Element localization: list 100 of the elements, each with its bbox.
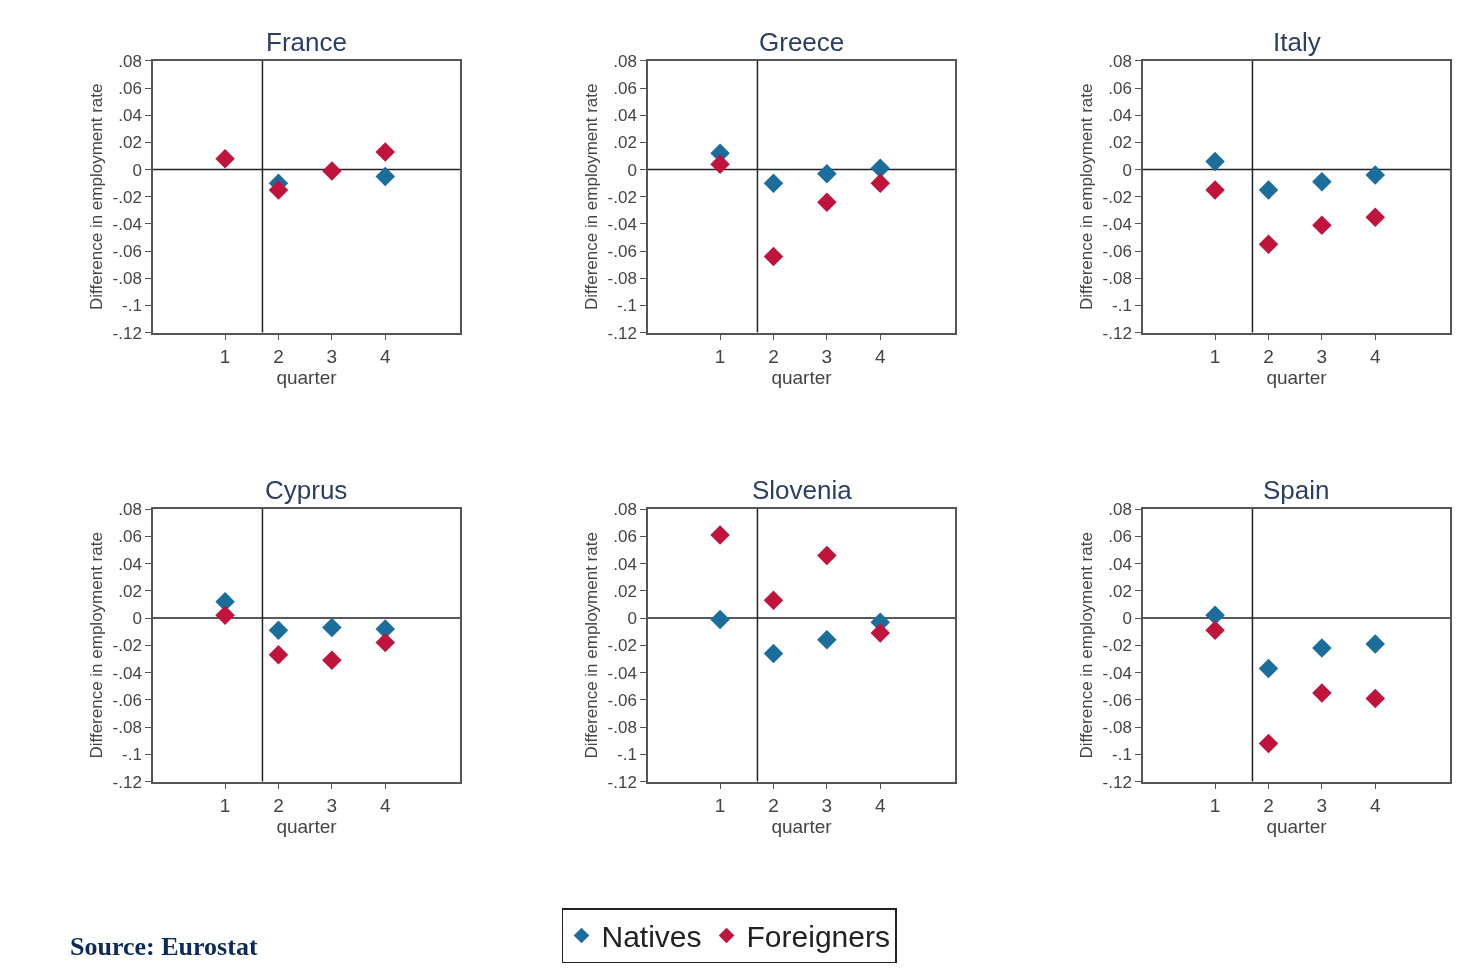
- point: [375, 619, 395, 639]
- point: [1205, 605, 1225, 626]
- chart-title: Slovenia: [752, 475, 853, 505]
- y-tick-label: -.04: [1102, 663, 1132, 683]
- y-tick-label: -.08: [112, 718, 142, 738]
- y-tick-label: .02: [613, 581, 637, 601]
- x-tick-label: 3: [1316, 795, 1328, 817]
- point: [375, 142, 395, 162]
- legend-label: Foreigners: [746, 920, 890, 954]
- x-tick-label: 3: [821, 795, 833, 817]
- y-tick-label: 0: [1122, 609, 1132, 629]
- point: [870, 623, 890, 643]
- y-tick-label: .04: [613, 554, 637, 574]
- point: [870, 158, 890, 178]
- x-axis-title: quarter: [1266, 367, 1328, 389]
- point: [1258, 180, 1279, 200]
- y-tick-label: -.02: [1102, 636, 1132, 656]
- y-tick-label: -.12: [112, 772, 142, 792]
- y-tick-label: -.02: [112, 187, 142, 207]
- y-tick-label: 0: [1122, 160, 1132, 180]
- point: [215, 605, 235, 626]
- point: [375, 166, 395, 187]
- point: [710, 609, 730, 630]
- x-tick-label: 3: [821, 346, 833, 368]
- x-tick-label: 2: [768, 346, 779, 368]
- y-tick-label: -.1: [617, 296, 637, 316]
- source-note: Source: Eurostat: [70, 932, 258, 961]
- y-tick-label: -.1: [1112, 296, 1132, 316]
- y-axis-title: Difference in employment rate: [581, 83, 601, 310]
- y-tick-label: .04: [118, 554, 142, 574]
- y-axis-title: Difference in employment rate: [1076, 83, 1096, 310]
- y-tick-label: -.1: [617, 745, 637, 765]
- y-tick-label: .02: [613, 133, 637, 153]
- point: [817, 192, 837, 212]
- y-tick-label: -.06: [1102, 690, 1132, 710]
- point: [268, 645, 289, 665]
- y-tick-label: -.04: [607, 663, 637, 683]
- chart-title: France: [266, 27, 347, 57]
- x-axis-title: quarter: [771, 367, 833, 389]
- point: [375, 632, 395, 653]
- x-tick-label: 1: [219, 795, 231, 817]
- y-tick-label: .08: [1108, 51, 1132, 71]
- y-tick-label: .06: [613, 79, 637, 99]
- y-tick-label: -.06: [1102, 242, 1132, 262]
- y-tick-label: 0: [627, 609, 637, 629]
- point: [763, 590, 784, 611]
- point: [215, 148, 235, 169]
- point: [1312, 638, 1332, 658]
- point: [1205, 180, 1225, 200]
- x-tick-label: 1: [1209, 795, 1221, 817]
- y-tick-label: .08: [1108, 499, 1132, 519]
- y-tick-label: -.1: [122, 296, 142, 316]
- x-axis-title: quarter: [276, 367, 338, 389]
- y-tick-label: .06: [1108, 527, 1132, 547]
- y-tick-label: -.02: [607, 636, 637, 656]
- y-tick-label: .08: [613, 51, 637, 71]
- y-axis-title: Difference in employment rate: [86, 532, 106, 759]
- x-tick-label: 2: [1263, 795, 1274, 817]
- x-tick-label: 1: [714, 795, 726, 817]
- y-tick-label: 0: [132, 160, 142, 180]
- y-tick-label: -.12: [607, 323, 637, 343]
- point: [1312, 683, 1332, 703]
- x-tick-label: 4: [874, 346, 886, 368]
- y-tick-label: -.08: [607, 718, 637, 738]
- y-tick-label: -.1: [122, 745, 142, 765]
- point: [1312, 172, 1332, 192]
- point: [1365, 688, 1385, 709]
- y-tick-label: .04: [613, 106, 637, 126]
- y-tick-label: .04: [118, 106, 142, 126]
- y-tick-label: -.02: [1102, 187, 1132, 207]
- x-axis-title: quarter: [276, 816, 338, 838]
- point: [1205, 620, 1225, 641]
- x-tick-label: 2: [273, 346, 284, 368]
- y-tick-label: -.1: [1112, 745, 1132, 765]
- y-tick-label: .04: [1108, 554, 1132, 574]
- point: [1258, 733, 1279, 754]
- point: [1258, 658, 1279, 679]
- x-axis-title: quarter: [771, 816, 833, 838]
- legend-label: Natives: [601, 920, 702, 954]
- chart-title: Spain: [1263, 475, 1330, 505]
- point: [763, 246, 784, 267]
- x-tick-label: 4: [874, 795, 886, 817]
- chart-title: Greece: [759, 27, 845, 57]
- y-tick-label: -.08: [607, 269, 637, 289]
- y-tick-label: -.02: [112, 636, 142, 656]
- y-tick-label: .08: [118, 499, 142, 519]
- x-tick-label: 4: [1369, 795, 1381, 817]
- point: [870, 173, 890, 193]
- y-tick-label: .02: [1108, 133, 1132, 153]
- x-tick-label: 1: [219, 346, 231, 368]
- y-tick-label: .04: [1108, 106, 1132, 126]
- point: [1365, 634, 1385, 654]
- point: [1258, 234, 1279, 255]
- y-axis-title: Difference in employment rate: [581, 532, 601, 759]
- y-tick-label: .08: [613, 499, 637, 519]
- y-tick-label: .06: [1108, 79, 1132, 99]
- point: [1365, 165, 1385, 185]
- y-tick-label: .02: [118, 581, 142, 601]
- x-tick-label: 4: [379, 795, 391, 817]
- y-axis-title: Difference in employment rate: [86, 83, 106, 310]
